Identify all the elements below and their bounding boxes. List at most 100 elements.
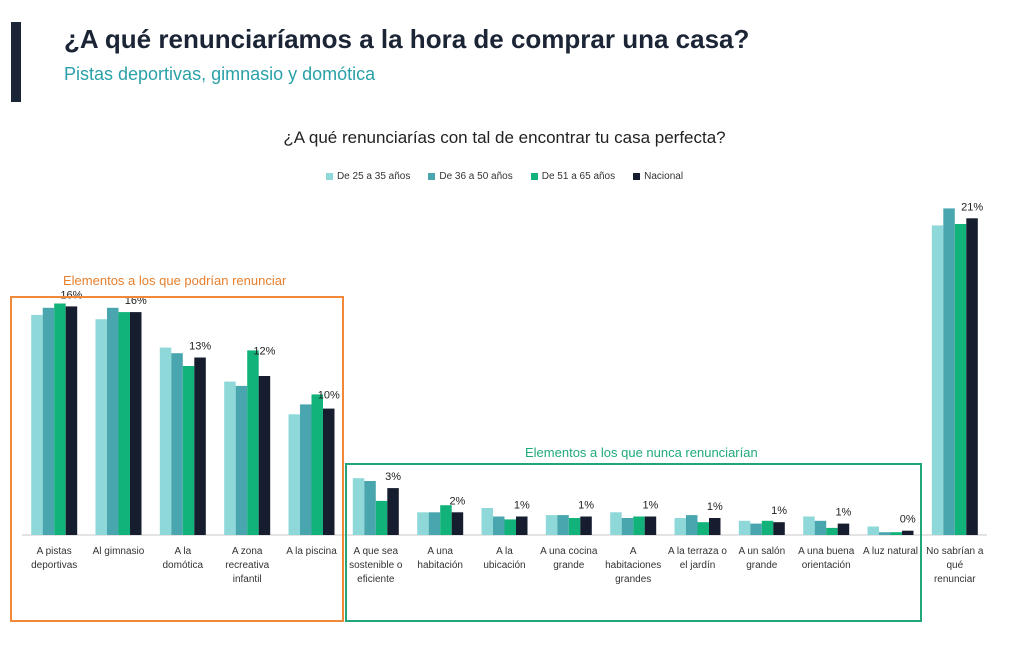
bar [568,518,581,535]
bar [674,518,686,535]
data-label: 1% [707,501,723,513]
data-label: 1% [578,500,594,512]
category-label: A la piscina [286,546,337,557]
bar [95,319,107,535]
bar [54,303,66,535]
bar [247,350,259,535]
legend-item: De 25 a 35 años [325,171,410,182]
bar [65,306,78,535]
bar [814,520,827,535]
bar [300,404,312,535]
accent-bar [11,22,21,102]
bar [451,512,464,535]
bar [516,516,528,535]
bar [697,522,709,535]
legend-label: Nacional [644,171,684,182]
bar [709,518,721,535]
legend-item: De 36 a 50 años [428,171,513,182]
legend-swatch [633,173,641,180]
bar [644,516,657,535]
data-label: 1% [642,500,658,512]
bar [107,307,119,535]
category-label: A pistas deportivas [31,546,77,571]
legend-label: De 51 a 65 años [541,171,616,182]
chart-title: ¿A qué renunciarías con tal de encontrar… [283,128,726,147]
bar [31,314,43,535]
data-label: 16% [60,289,82,301]
bar [364,481,376,535]
category-label: A una cocina grande [540,546,598,571]
bar [879,532,891,535]
bar [686,515,698,535]
bar [867,526,879,535]
legend-swatch [325,173,333,180]
data-label: 21% [961,201,983,213]
category-label: A zona recreativa infantil [225,546,269,585]
bar [118,312,130,535]
data-label: 12% [253,345,275,357]
data-label: 3% [385,471,401,483]
category-label: A la terraza o el jardín [668,546,727,571]
bar [481,508,493,535]
bar [417,512,429,535]
data-label: 10% [318,389,340,401]
bar [258,376,271,535]
bar [837,523,850,535]
category-label: Al gimnasio [93,546,145,557]
bar [493,516,505,535]
bar [375,500,388,535]
bar [182,366,195,535]
bar [580,516,592,535]
category-label: A una habitación [417,546,463,571]
category-label: No sabrían a qué renunciar [926,546,984,585]
bar [826,527,838,535]
bar [311,394,323,535]
legend-item: De 51 a 65 años [530,171,616,182]
bar [954,224,967,535]
bar [621,518,634,535]
bar [633,516,645,535]
chart-legend: De 25 a 35 años De 36 a 50 años De 51 a … [0,171,1009,182]
data-label: 1% [514,500,530,512]
bar [966,218,978,536]
data-label: 13% [189,341,211,353]
bar [504,519,516,535]
page-title: ¿A qué renunciaríamos a la hora de compr… [64,24,750,54]
legend-item: Nacional [633,171,683,182]
bar [130,312,142,535]
bar [943,208,955,535]
bar [738,520,751,535]
bar [890,532,902,535]
data-label: 2% [449,495,465,507]
category-label: A una buena orientación [798,546,855,571]
bar [352,478,365,535]
bar [323,408,335,535]
bar [194,357,206,535]
bar [171,353,183,535]
legend-swatch [428,173,436,180]
bar [428,512,441,535]
group-label-never-renounce: Elementos a los que nunca renunciarían [525,445,758,460]
bar [42,307,55,535]
category-label: A que sea sostenible o eficiente [349,546,403,585]
page-subtitle: Pistas deportivas, gimnasio y domótica [64,64,376,84]
bar [761,520,774,535]
bar [387,488,399,535]
group-label-could-renounce: Elementos a los que podrían renunciar [63,273,287,288]
bar [440,505,452,535]
category-label: A la domótica [163,546,204,571]
bar [610,512,622,535]
bar [224,381,236,535]
bar [773,522,785,535]
bar [235,385,248,535]
category-label: A un salón grande [738,546,785,571]
bar [159,347,172,535]
data-label: 0% [900,514,916,526]
bar [931,225,944,535]
legend-swatch [530,173,538,180]
data-label: 1% [771,505,787,517]
data-label: 1% [835,507,851,519]
category-label: A la ubicación [483,546,525,571]
